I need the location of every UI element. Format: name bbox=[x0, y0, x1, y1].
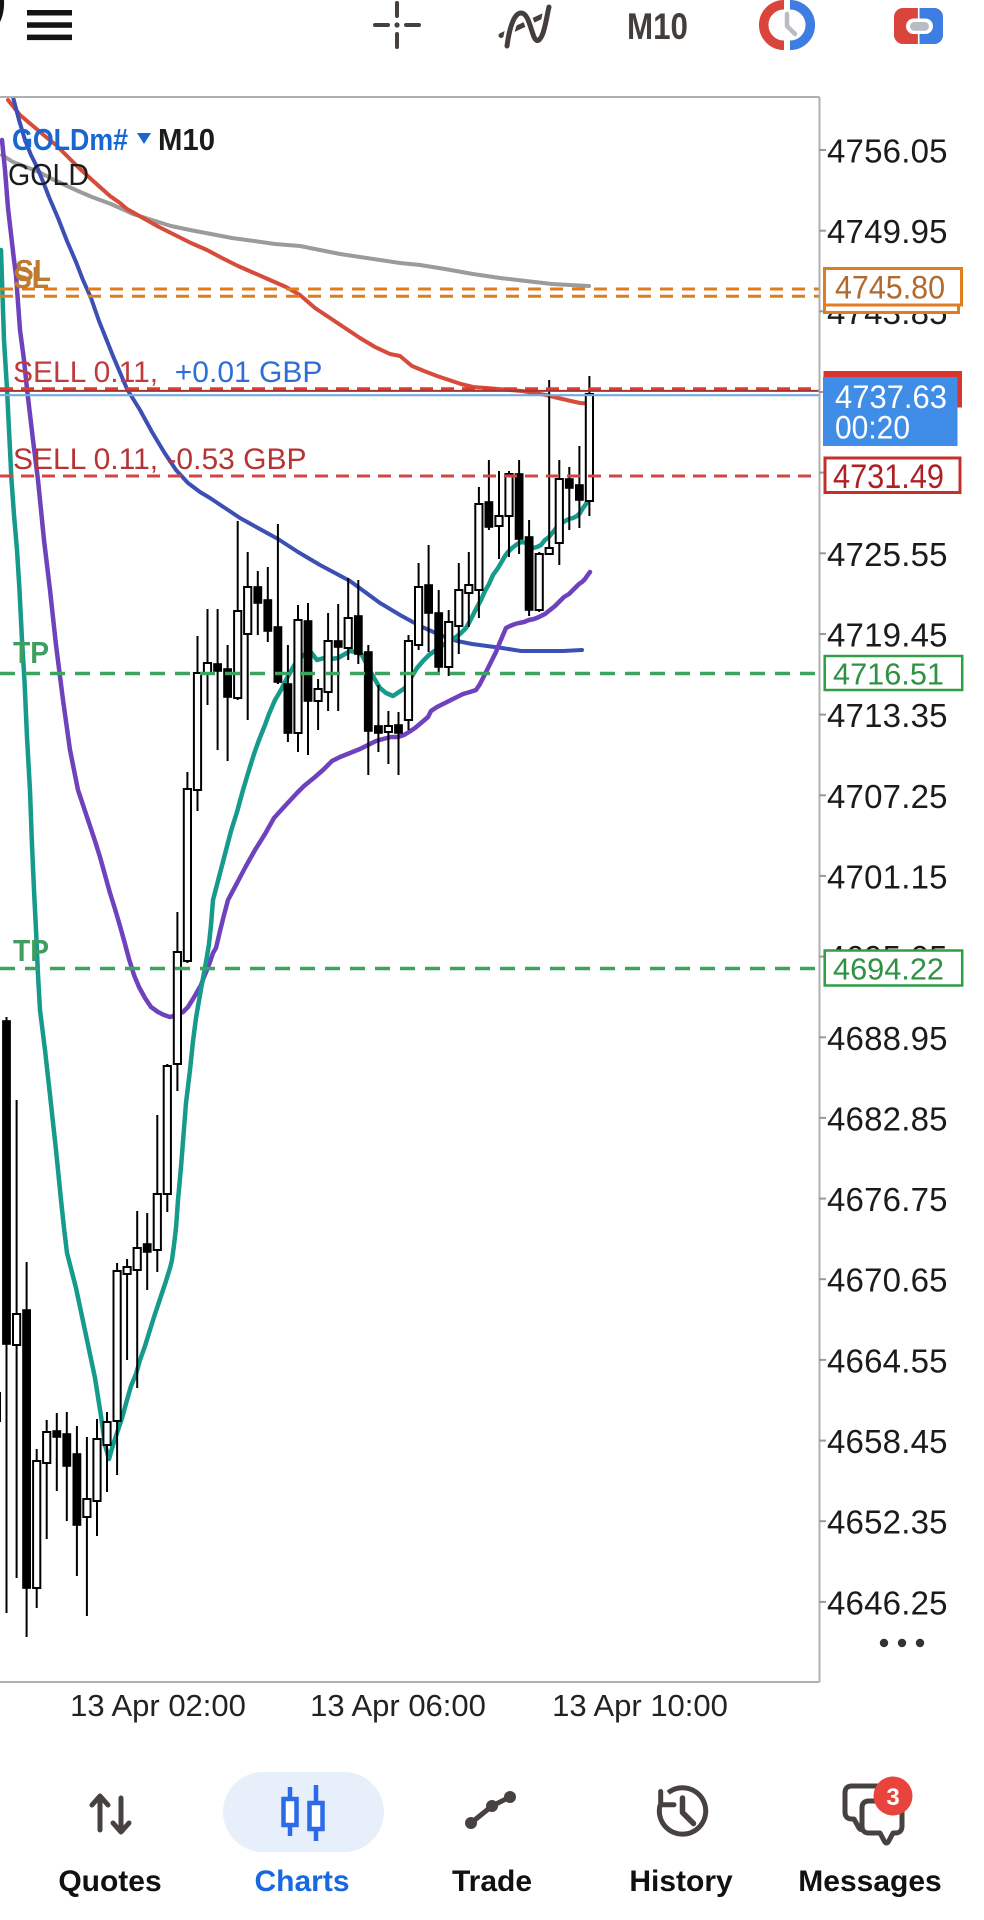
svg-text:Charts: Charts bbox=[254, 1865, 349, 1898]
svg-text:3: 3 bbox=[886, 1784, 899, 1811]
svg-text:Messages: Messages bbox=[798, 1865, 941, 1898]
svg-text:4682.85: 4682.85 bbox=[827, 1100, 948, 1137]
svg-text:4713.35: 4713.35 bbox=[827, 697, 948, 734]
svg-text:SL: SL bbox=[15, 253, 51, 288]
svg-text:Trade: Trade bbox=[452, 1865, 532, 1898]
svg-text:4688.95: 4688.95 bbox=[827, 1020, 948, 1057]
svg-text:SELL 0.11, +0.01 GBP: SELL 0.11, +0.01 GBP bbox=[13, 356, 322, 389]
svg-text:4676.75: 4676.75 bbox=[827, 1181, 948, 1218]
svg-text:4737.63: 4737.63 bbox=[835, 379, 947, 415]
svg-text:4749.95: 4749.95 bbox=[827, 213, 948, 250]
svg-text:4707.25: 4707.25 bbox=[827, 778, 948, 815]
svg-text:4719.45: 4719.45 bbox=[827, 617, 948, 654]
svg-text:M10: M10 bbox=[627, 6, 688, 47]
svg-text:4725.55: 4725.55 bbox=[827, 536, 948, 573]
svg-text:4745.80: 4745.80 bbox=[835, 270, 945, 306]
svg-text:GOLDm#: GOLDm# bbox=[12, 122, 128, 157]
svg-text:4756.05: 4756.05 bbox=[827, 133, 948, 170]
svg-text:13 Apr 10:00: 13 Apr 10:00 bbox=[552, 1688, 728, 1723]
svg-text:GOLD: GOLD bbox=[8, 157, 89, 192]
svg-text:TP: TP bbox=[13, 933, 49, 968]
svg-text:4646.25: 4646.25 bbox=[827, 1584, 948, 1621]
svg-text:4731.49: 4731.49 bbox=[833, 458, 944, 496]
svg-text:TP: TP bbox=[13, 635, 49, 670]
svg-text:00:20: 00:20 bbox=[835, 410, 910, 446]
svg-text:4694.22: 4694.22 bbox=[833, 952, 944, 987]
svg-text:13 Apr 02:00: 13 Apr 02:00 bbox=[70, 1688, 246, 1723]
svg-text:SELL 0.11, -0.53 GBP: SELL 0.11, -0.53 GBP bbox=[13, 443, 307, 476]
svg-text:4664.55: 4664.55 bbox=[827, 1342, 948, 1379]
svg-text:4716.51: 4716.51 bbox=[833, 657, 944, 692]
svg-text:13 Apr 06:00: 13 Apr 06:00 bbox=[310, 1688, 486, 1723]
svg-text:4701.15: 4701.15 bbox=[827, 858, 948, 895]
svg-text:4670.65: 4670.65 bbox=[827, 1262, 948, 1299]
svg-text:Quotes: Quotes bbox=[58, 1865, 161, 1898]
svg-text:4652.35: 4652.35 bbox=[827, 1504, 948, 1541]
svg-text:SL: SL bbox=[13, 260, 49, 295]
svg-text:History: History bbox=[629, 1865, 733, 1898]
svg-text:4658.45: 4658.45 bbox=[827, 1423, 948, 1460]
svg-text:M10: M10 bbox=[158, 122, 215, 157]
